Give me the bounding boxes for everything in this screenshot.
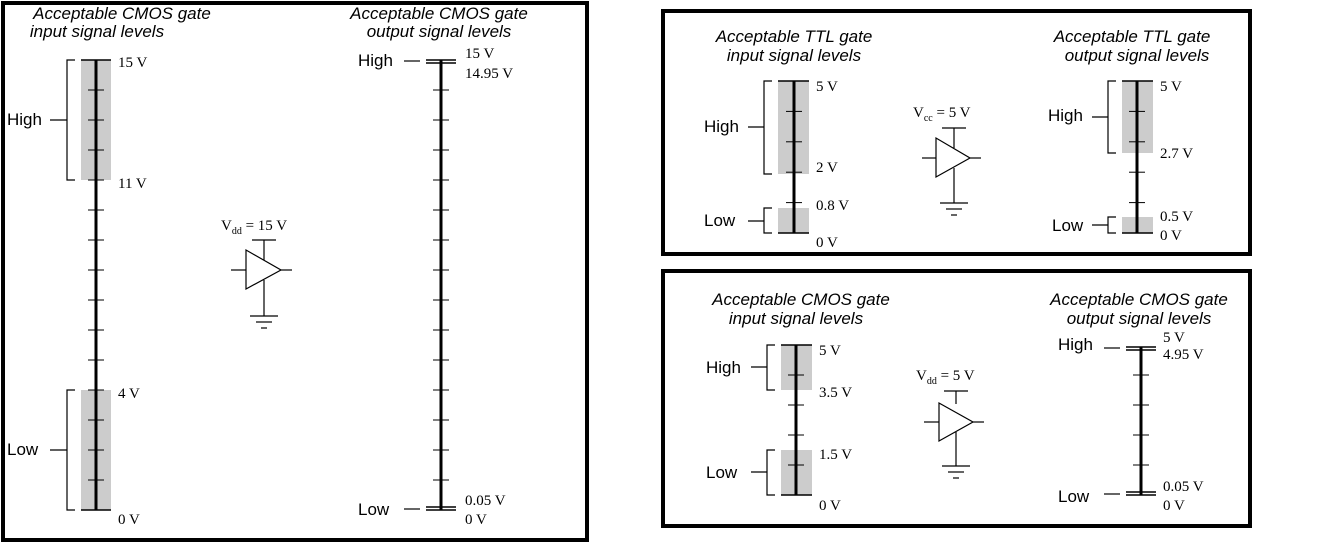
cmos5-output-4.95v: 4.95 V [1163, 347, 1204, 363]
cmos5-panel-frame [661, 269, 1252, 528]
cmos5-input-low-label: Low [706, 463, 738, 482]
cmos15-output-0.05v: 0.05 V [465, 493, 506, 509]
ttl-input-5v: 5 V [816, 79, 838, 95]
ttl-input-high-bracket [748, 80, 772, 175]
ttl-output-high-bracket [1092, 80, 1116, 154]
cmos15-input-title-line1: Acceptable CMOS gate [32, 4, 211, 23]
cmos5-output-0v: 0 V [1163, 498, 1185, 514]
cmos15-panel-frame [1, 1, 589, 542]
cmos15-input-4v: 4 V [118, 386, 140, 402]
cmos5-input-3.5v: 3.5 V [819, 385, 852, 401]
cmos15-input-15v: 15 V [118, 55, 147, 71]
cmos15-output-low-label: Low [358, 500, 390, 519]
cmos15-buffer-icon [231, 239, 292, 329]
cmos5-input-high-label: High [706, 358, 741, 377]
ttl-output-ticks [1129, 110, 1145, 204]
cmos5-input-title-line2: input signal levels [729, 309, 864, 328]
ttl-output-high-label: High [1048, 106, 1083, 125]
cmos5-output-ticks [1133, 374, 1149, 466]
cmos5-input-high-bracket [751, 344, 775, 391]
ttl-buffer-icon [922, 127, 981, 216]
ttl-panel-frame [661, 9, 1252, 256]
cmos15-supply-label: Vdd = 15 V [221, 218, 287, 237]
cmos5-input-1.5v: 1.5 V [819, 447, 852, 463]
cmos5-output-5v: 5 V [1163, 330, 1185, 346]
cmos5-input-0v: 0 V [819, 498, 841, 514]
ttl-input-ticks [786, 110, 802, 204]
cmos15-input-high-label: High [7, 110, 42, 129]
ttl-input-2v: 2 V [816, 160, 838, 176]
cmos5-output-title-line1: Acceptable CMOS gate [1049, 290, 1228, 309]
ttl-input-low-label: Low [704, 211, 736, 230]
cmos15-input-high-bracket [50, 59, 75, 181]
cmos5-input-title-line1: Acceptable CMOS gate [711, 290, 890, 309]
cmos5-input-ticks [788, 374, 804, 466]
cmos5-output-low-label: Low [1058, 487, 1090, 506]
cmos15-output-14.95v: 14.95 V [465, 66, 513, 82]
cmos5-input-low-bracket [751, 449, 775, 496]
ttl-output-0.5v: 0.5 V [1160, 209, 1193, 225]
ttl-output-title-line2: output signal levels [1065, 46, 1210, 65]
ttl-input-title-line2: input signal levels [727, 46, 862, 65]
cmos5-input-5v: 5 V [819, 343, 841, 359]
cmos5-output-0.05v: 0.05 V [1163, 479, 1204, 495]
cmos15-output-0v: 0 V [465, 512, 487, 528]
ttl-output-title-line1: Acceptable TTL gate [1053, 27, 1211, 46]
ttl-output-low-label: Low [1052, 216, 1084, 235]
cmos5-buffer-icon [924, 390, 984, 479]
ttl-input-high-label: High [704, 117, 739, 136]
ttl-input-low-bracket [748, 207, 772, 234]
cmos5-output-title-line2: output signal levels [1067, 309, 1212, 328]
cmos15-input-title-line2: input signal levels [30, 22, 165, 41]
cmos15-input-0v: 0 V [118, 512, 140, 528]
ttl-input-0.8v: 0.8 V [816, 198, 849, 214]
cmos15-input-11v: 11 V [118, 176, 147, 192]
cmos15-output-title-line1: Acceptable CMOS gate [349, 4, 528, 23]
ttl-output-low-bracket [1092, 216, 1116, 234]
cmos15-output-title-line2: output signal levels [367, 22, 512, 41]
cmos15-input-low-bracket [50, 389, 75, 511]
ttl-output-0v: 0 V [1160, 228, 1182, 244]
cmos15-output-ticks [433, 89, 449, 481]
ttl-input-title-line1: Acceptable TTL gate [715, 27, 873, 46]
cmos5-output-high-label: High [1058, 335, 1093, 354]
ttl-output-5v: 5 V [1160, 79, 1182, 95]
cmos15-input-low-label: Low [7, 440, 39, 459]
cmos5-supply-label: Vdd = 5 V [916, 368, 975, 387]
ttl-supply-label: Vcc = 5 V [913, 105, 971, 124]
cmos15-output-15v: 15 V [465, 46, 494, 62]
cmos15-input-ticks [88, 89, 104, 481]
cmos15-output-high-label: High [358, 51, 393, 70]
ttl-input-0v: 0 V [816, 235, 838, 251]
ttl-output-2.7v: 2.7 V [1160, 146, 1193, 162]
